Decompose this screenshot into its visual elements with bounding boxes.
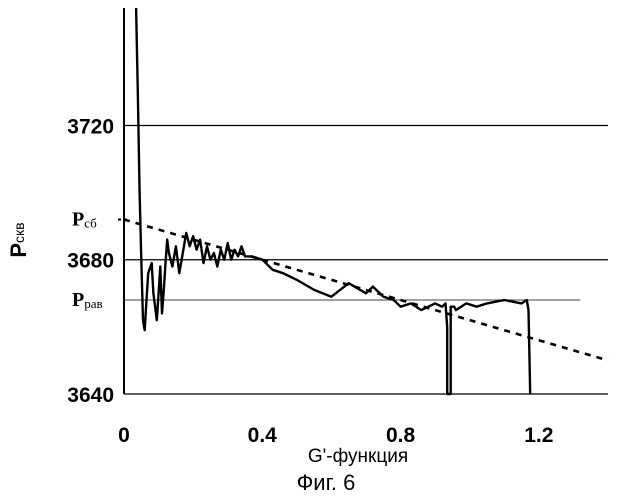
x-tick-label: 0.4 (248, 424, 278, 447)
trend-line-dashed (123, 218, 609, 362)
label-closure-pressure: Pсб (72, 208, 97, 230)
figure-caption: Фиг. 6 (297, 470, 356, 495)
x-tick-label: 0.8 (386, 424, 416, 447)
reference-labels: Pсб Pрав (72, 208, 103, 311)
series-group (123, 7, 609, 396)
grid-lines (124, 124, 608, 395)
y-axis-label: Pскв (6, 222, 31, 257)
y-tick-label: 3720 (67, 115, 114, 138)
x-axis-label: G'-функция (308, 446, 408, 467)
x-tick-label: 0 (118, 424, 130, 447)
x-tick-label: 1.2 (524, 424, 553, 447)
y-tick-label: 3680 (67, 250, 114, 273)
y-tick-label: 3640 (67, 384, 114, 407)
label-equilibrium-pressure: Pрав (72, 289, 103, 311)
pressure-curve (134, 7, 532, 396)
